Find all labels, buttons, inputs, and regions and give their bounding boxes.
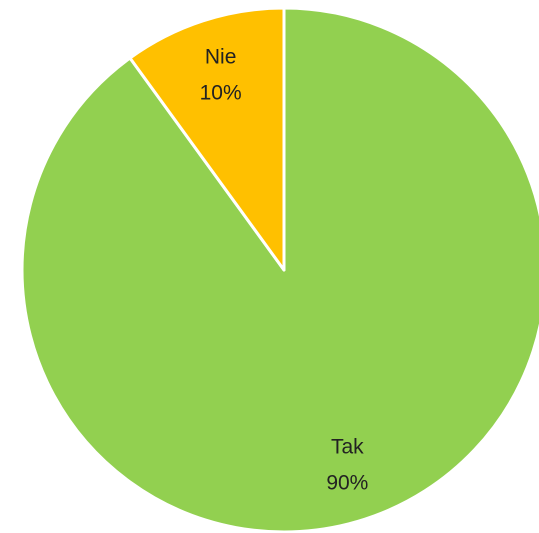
slice-value-label: 10%: [200, 82, 242, 105]
slice-category-label: Nie: [205, 46, 237, 69]
slice-category-label: Tak: [331, 436, 364, 459]
pie-slice: [128, 6, 286, 272]
slice-value-label: 90%: [326, 472, 368, 495]
pie-slice: [20, 6, 539, 533]
